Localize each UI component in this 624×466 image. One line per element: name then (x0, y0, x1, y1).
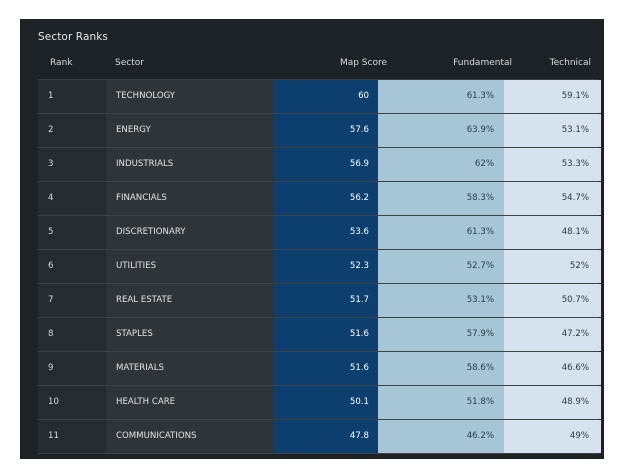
cell-technical: 54.7% (504, 182, 601, 215)
cell-rank: 2 (38, 114, 106, 147)
cell-technical: 59.1% (504, 80, 601, 113)
table-row[interactable]: 10 HEALTH CARE 50.1 51.8% 48.9% (38, 386, 601, 420)
cell-sector: DISCRETIONARY (106, 216, 274, 249)
cell-map-score: 56.9 (274, 148, 378, 181)
cell-sector: INDUSTRIALS (106, 148, 274, 181)
cell-technical: 52% (504, 250, 601, 283)
cell-fundamental: 51.8% (378, 386, 504, 419)
cell-sector: UTILITIES (106, 250, 274, 283)
table-row[interactable]: 3 INDUSTRIALS 56.9 62% 53.3% (38, 148, 601, 182)
sector-ranks-table: Rank Sector Map Score Fundamental Techni… (38, 57, 601, 454)
cell-map-score: 52.3 (274, 250, 378, 283)
cell-fundamental: 58.6% (378, 352, 504, 385)
table-row[interactable]: 1 TECHNOLOGY 60 61.3% 59.1% (38, 80, 601, 114)
table-body: 1 TECHNOLOGY 60 61.3% 59.1% 2 ENERGY 57.6 63.9% 5… (38, 80, 601, 454)
column-header-sector[interactable]: Sector (115, 58, 144, 68)
cell-rank: 4 (38, 182, 106, 215)
cell-technical: 53.3% (504, 148, 601, 181)
cell-rank: 5 (38, 216, 106, 249)
cell-sector: ENERGY (106, 114, 274, 147)
cell-sector: TECHNOLOGY (106, 80, 274, 113)
cell-fundamental: 46.2% (378, 420, 504, 453)
table-row[interactable]: 5 DISCRETIONARY 53.6 61.3% 48.1% (38, 216, 601, 250)
cell-rank: 10 (38, 386, 106, 419)
column-header-map-score[interactable]: Map Score (339, 58, 387, 68)
cell-rank: 11 (38, 420, 106, 453)
cell-sector: STAPLES (106, 318, 274, 351)
cell-fundamental: 61.3% (378, 216, 504, 249)
cell-technical: 49% (504, 420, 601, 453)
cell-map-score: 56.2 (274, 182, 378, 215)
cell-rank: 6 (38, 250, 106, 283)
table-row[interactable]: 4 FINANCIALS 56.2 58.3% 54.7% (38, 182, 601, 216)
cell-technical: 47.2% (504, 318, 601, 351)
cell-sector: MATERIALS (106, 352, 274, 385)
cell-technical: 46.6% (504, 352, 601, 385)
column-header-rank[interactable]: Rank (50, 58, 73, 68)
cell-map-score: 51.6 (274, 352, 378, 385)
cell-map-score: 53.6 (274, 216, 378, 249)
cell-fundamental: 63.9% (378, 114, 504, 147)
cell-fundamental: 62% (378, 148, 504, 181)
cell-map-score: 51.6 (274, 318, 378, 351)
cell-fundamental: 57.9% (378, 318, 504, 351)
cell-rank: 8 (38, 318, 106, 351)
cell-fundamental: 53.1% (378, 284, 504, 317)
cell-map-score: 47.8 (274, 420, 378, 453)
cell-map-score: 51.7 (274, 284, 378, 317)
table-row[interactable]: 9 MATERIALS 51.6 58.6% 46.6% (38, 352, 601, 386)
cell-sector: COMMUNICATIONS (106, 420, 274, 453)
cell-sector: REAL ESTATE (106, 284, 274, 317)
cell-rank: 1 (38, 80, 106, 113)
table-header: Rank Sector Map Score Fundamental Techni… (38, 57, 599, 80)
cell-map-score: 57.6 (274, 114, 378, 147)
table-row[interactable]: 2 ENERGY 57.6 63.9% 53.1% (38, 114, 601, 148)
cell-fundamental: 52.7% (378, 250, 504, 283)
cell-fundamental: 58.3% (378, 182, 504, 215)
column-header-technical[interactable]: Technical (549, 58, 591, 68)
column-header-fundamental[interactable]: Fundamental (453, 58, 512, 68)
cell-map-score: 60 (274, 80, 378, 113)
cell-sector: FINANCIALS (106, 182, 274, 215)
table-row[interactable]: 8 STAPLES 51.6 57.9% 47.2% (38, 318, 601, 352)
cell-map-score: 50.1 (274, 386, 378, 419)
cell-fundamental: 61.3% (378, 80, 504, 113)
cell-rank: 9 (38, 352, 106, 385)
cell-rank: 7 (38, 284, 106, 317)
cell-technical: 48.9% (504, 386, 601, 419)
cell-technical: 53.1% (504, 114, 601, 147)
cell-technical: 50.7% (504, 284, 601, 317)
table-row[interactable]: 11 COMMUNICATIONS 47.8 46.2% 49% (38, 420, 601, 454)
cell-sector: HEALTH CARE (106, 386, 274, 419)
sector-ranks-panel: Sector Ranks Rank Sector Map Score Funda… (20, 19, 604, 459)
cell-technical: 48.1% (504, 216, 601, 249)
panel-title: Sector Ranks (38, 31, 108, 43)
cell-rank: 3 (38, 148, 106, 181)
table-row[interactable]: 7 REAL ESTATE 51.7 53.1% 50.7% (38, 284, 601, 318)
table-row[interactable]: 6 UTILITIES 52.3 52.7% 52% (38, 250, 601, 284)
